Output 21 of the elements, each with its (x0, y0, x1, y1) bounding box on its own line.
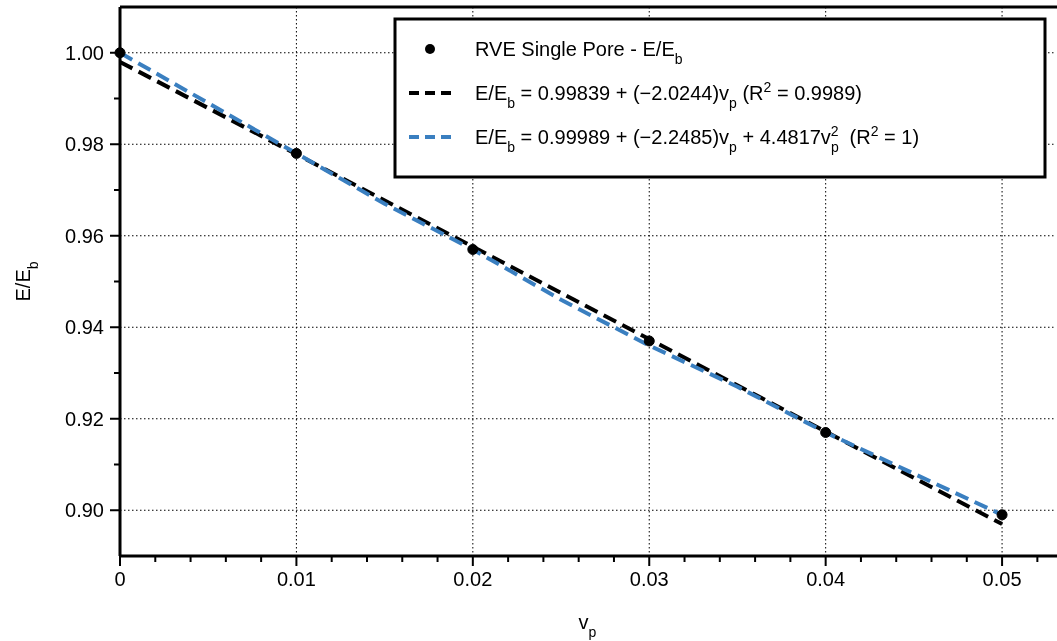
y-tick-label: 0.98 (65, 133, 104, 156)
point (290, 147, 302, 159)
x-tick-label: 0.01 (276, 568, 316, 590)
legend-label: RVE Single Pore - E/E$_{b}$ (475, 38, 683, 67)
y-tick-label: 0.90 (65, 499, 104, 522)
legend-label: E/E$_{b}$ = 0.99839 + (−2.0244)v$_{p}$ (R$^{2}$ = 0.9989) (475, 79, 862, 111)
x-tick-label: 0.05 (982, 568, 1022, 590)
point (467, 243, 479, 255)
point (996, 509, 1008, 521)
x-tick-label: 0.03 (629, 568, 669, 590)
x-tick-label: 0.02 (453, 568, 493, 590)
point (643, 335, 655, 347)
y-tick-label: 0.96 (65, 224, 104, 247)
y-tick-label: 0.92 (65, 407, 104, 430)
y-tick-label: 1.00 (65, 41, 104, 64)
x-axis-title: v$_{p}$ (578, 611, 597, 640)
point (820, 426, 832, 438)
y-tick-label: 0.94 (65, 316, 104, 339)
text: E/E$_{b}$ = 0.99989 + (−2.2485)v$_{p}$ + 4.4817v$_{p}$$^{2}$ (R$^{2}$ = 1) (475, 123, 920, 155)
x-tick-label: 0 (114, 568, 126, 590)
x-tick-label: 0.04 (806, 568, 846, 590)
